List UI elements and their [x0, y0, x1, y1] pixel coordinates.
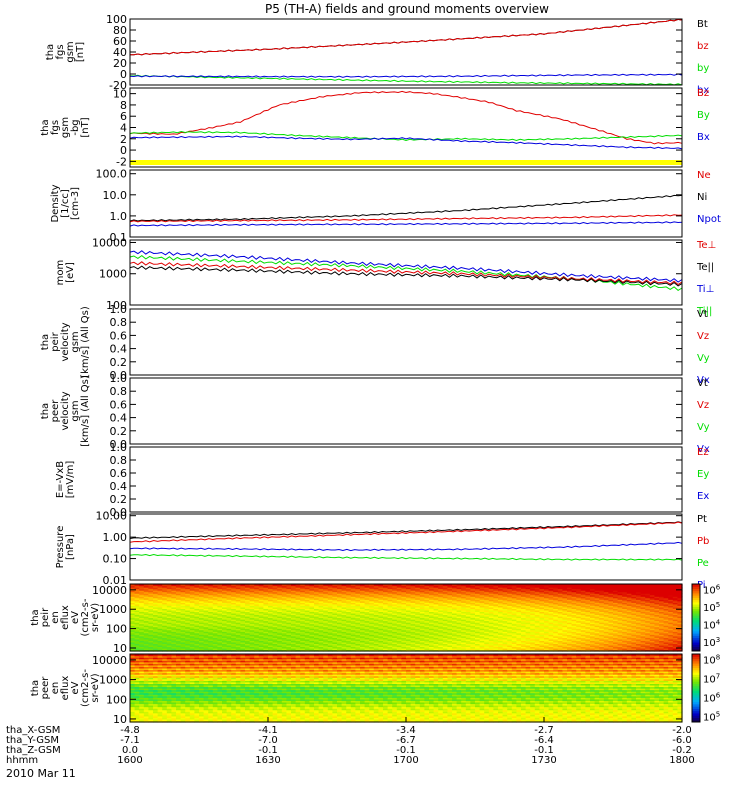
legend-entry: Vt: [697, 309, 708, 320]
legend-entry: Vy: [697, 422, 710, 433]
y-tick-label: 0.6: [110, 329, 128, 342]
legend-entry: Bt: [697, 19, 708, 30]
y-tick-label: 1.00: [103, 531, 128, 544]
legend-entry: Ni: [697, 192, 707, 203]
y-tick-label: 0.6: [110, 398, 128, 411]
y-tick-label: 100.0: [96, 168, 128, 181]
y-axis-label: [cm-3]: [70, 187, 81, 220]
y-axis-label: [km/s] (All Qs): [80, 306, 91, 378]
series-line-red: [130, 19, 682, 55]
y-tick-label: 1000: [99, 268, 127, 281]
legend-entry: Bx: [697, 132, 710, 143]
panel-frame: [130, 378, 682, 444]
y-tick-label: 0.6: [110, 467, 128, 480]
series-line-green: [130, 555, 682, 561]
legend-entry: Npot: [697, 214, 721, 225]
panel-frame: [130, 447, 682, 512]
legend-entry: Ne: [697, 170, 711, 181]
y-axis-label: [nT]: [80, 117, 91, 137]
series-line-black: [130, 19, 682, 55]
y-axis-label: [km/s] (All Qs): [80, 375, 91, 447]
y-tick-label: 0.8: [110, 316, 128, 329]
legend-entry: bz: [697, 41, 709, 52]
series-line-red: [130, 91, 682, 143]
series-line-blue: [130, 251, 682, 282]
legend-entry: Vy: [697, 353, 710, 364]
y-tick-label: 0.10: [103, 553, 128, 566]
legend-entry: By: [697, 110, 710, 121]
plot-title: P5 (TH-A) fields and ground moments over…: [265, 2, 549, 16]
legend-entry: Pt: [697, 514, 707, 525]
y-tick-label: 0.4: [110, 343, 128, 356]
panel-frame: [130, 309, 682, 375]
y-axis-label: [mV/m]: [65, 461, 76, 499]
legend-entry: Ex: [697, 491, 709, 502]
series-line-red: [130, 215, 682, 222]
legend-entry: Pe: [697, 558, 709, 569]
y-tick-label: 0.4: [110, 480, 128, 493]
series-line-blue: [130, 74, 682, 77]
y-tick-label: 0.2: [110, 493, 128, 506]
flag-bar: [130, 160, 682, 165]
y-tick-label: -2: [116, 155, 127, 168]
legend-entry: Pb: [697, 536, 709, 547]
panel-frame: [130, 240, 682, 305]
series-line-blue: [130, 136, 682, 149]
legend-entry: by: [697, 63, 709, 74]
series-line-blue: [130, 222, 682, 226]
series-line-green: [130, 256, 682, 291]
legend-entry: Vz: [697, 331, 709, 342]
legend-entry: Te||: [696, 262, 714, 273]
y-tick-label: 0.8: [110, 454, 128, 467]
panel-frame: [130, 170, 682, 237]
y-axis-label: [nT]: [75, 42, 86, 62]
legend-entry: Bz: [697, 88, 709, 99]
y-tick-label: 10000: [92, 237, 127, 250]
y-tick-label: 0.2: [110, 356, 128, 369]
legend-entry: Ti⊥: [696, 284, 714, 295]
legend-entry: Vt: [697, 378, 708, 389]
legend-entry: Te⊥: [696, 240, 716, 251]
y-tick-label: 1.0: [110, 441, 128, 454]
y-axis-label: [eV]: [65, 262, 76, 283]
legend-entry: Ey: [697, 469, 709, 480]
y-tick-label: 1.0: [110, 303, 128, 316]
y-tick-label: 0.2: [110, 425, 128, 438]
y-tick-label: 1.0: [110, 372, 128, 385]
y-tick-label: 0.4: [110, 412, 128, 425]
legend-entry: Ez: [697, 447, 709, 458]
y-tick-label: 10.00: [96, 510, 128, 523]
y-tick-label: 0.8: [110, 385, 128, 398]
series-line-black: [130, 522, 682, 539]
y-axis-label: [nPa]: [65, 534, 76, 560]
legend-entry: Vz: [697, 400, 709, 411]
y-tick-label: 10.0: [103, 189, 128, 202]
series-line-blue: [130, 542, 682, 550]
y-tick-label: 1.0: [110, 210, 128, 223]
